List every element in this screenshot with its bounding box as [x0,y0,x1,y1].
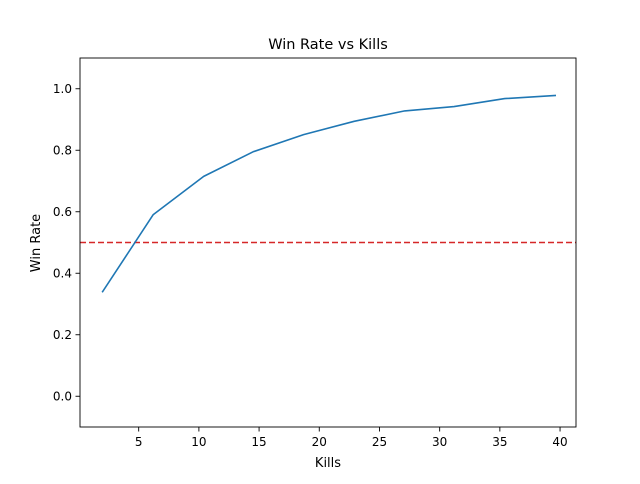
x-tick-label-5: 30 [432,435,447,449]
chart-title: Win Rate vs Kills [268,37,388,53]
y-axis-label: Win Rate [29,214,44,272]
y-tick-label-3: 0.6 [53,205,72,219]
x-tick-label-6: 35 [492,435,507,449]
x-tick-label-0: 5 [135,435,143,449]
x-tick-label-3: 20 [312,435,327,449]
y-tick-label-5: 1.0 [53,82,72,96]
y-tick-label-2: 0.4 [53,267,72,281]
x-axis-label: Kills [315,456,341,471]
x-tick-label-2: 15 [251,435,266,449]
y-tick-label-4: 0.8 [53,144,72,158]
plot-layer: 5 10 15 20 25 30 35 40 0.0 0.2 0.4 0.6 0.8 1.0 [53,57,577,449]
series-line-0 [101,94,557,293]
y-tick-label-0: 0.0 [53,390,72,404]
x-tick-label-7: 40 [552,435,567,449]
x-tick-label-1: 10 [191,435,206,449]
y-tick-label-1: 0.2 [53,328,72,342]
plot-frame [79,57,577,428]
x-tick-label-4: 25 [372,435,387,449]
